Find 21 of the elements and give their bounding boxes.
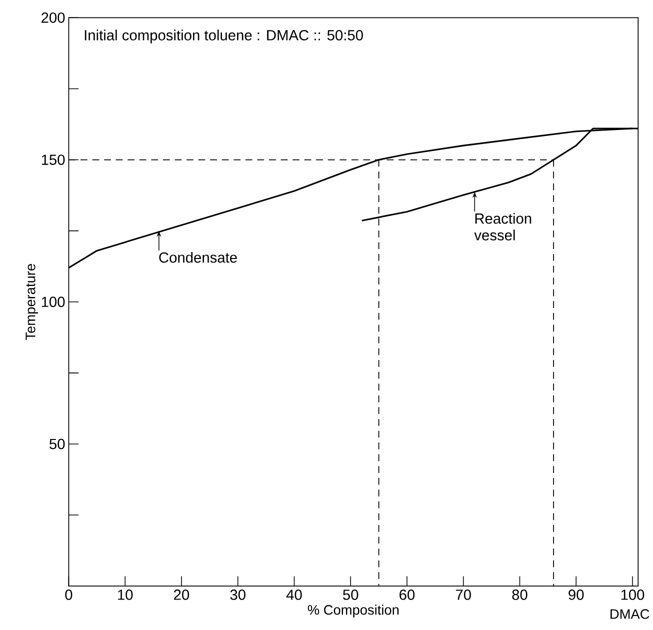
x-tick-label: 50	[343, 589, 358, 600]
x-tick-label: 20	[174, 589, 190, 600]
x-tick-label: 100	[621, 589, 644, 600]
y-axis-title: Temperature	[26, 264, 38, 340]
x-tick-label: 70	[456, 589, 471, 600]
x-tick-label: 10	[118, 589, 133, 600]
text: DMAC	[610, 609, 650, 619]
y-tick-label: 200	[42, 12, 65, 23]
x-tick-label: 30	[230, 589, 246, 600]
y-tick-label: 150	[42, 154, 65, 165]
y-tick-label: 50	[50, 438, 65, 450]
x-tick-label: 60	[400, 589, 415, 600]
annotation: Reaction vessel	[474, 212, 532, 240]
x-tick-label: 40	[286, 589, 302, 600]
x-tick-label: 80	[512, 589, 528, 600]
x-axis-title: % Composition	[308, 604, 399, 618]
text: Initial composition toluene : DMAC :: 50:50	[84, 30, 363, 44]
x-tick-label: 0	[65, 589, 72, 600]
x-tick-label: 90	[568, 589, 584, 600]
annotation: Condensate	[159, 252, 237, 263]
y-tick-label: 100	[42, 296, 65, 307]
